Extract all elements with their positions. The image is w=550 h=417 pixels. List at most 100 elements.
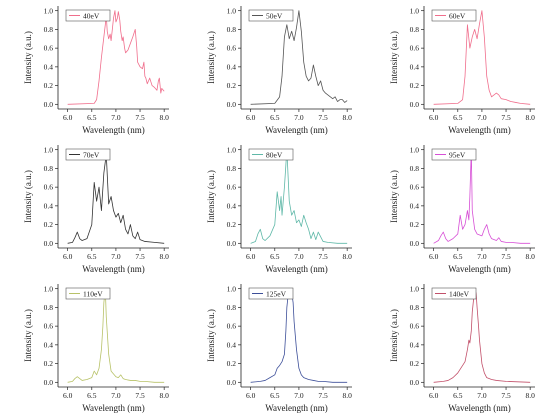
- legend-label: 60eV: [449, 12, 466, 21]
- y-tick-label: 1.0: [227, 145, 237, 154]
- legend-box: [248, 148, 294, 161]
- x-tick-label: 6.5: [453, 113, 463, 122]
- y-tick-label: 0.8: [410, 25, 420, 34]
- legend-label: 125eV: [266, 290, 287, 299]
- y-tick-label: 0.2: [44, 359, 54, 368]
- y-tick-label: 0.4: [227, 340, 237, 349]
- y-tick-label: 0.2: [410, 359, 420, 368]
- y-tick-label: 1.0: [44, 145, 54, 154]
- y-tick-label: 1.0: [227, 6, 237, 15]
- x-axis-title: Wavelength (nm): [82, 264, 145, 274]
- x-tick-label: 6.0: [63, 252, 73, 261]
- y-tick-label: 0.0: [44, 239, 54, 248]
- y-tick-label: 0.4: [410, 340, 420, 349]
- y-tick-label: 0.2: [44, 81, 54, 90]
- x-tick-label: 7.5: [135, 252, 145, 261]
- y-tick-label: 0.6: [44, 322, 54, 331]
- x-tick-label: 7.5: [318, 113, 328, 122]
- y-tick-label: 1.0: [44, 284, 54, 293]
- y-axis-title: Intensity (a.u.): [23, 31, 33, 84]
- legend-label: 50eV: [266, 12, 283, 21]
- y-tick-label: 0.0: [410, 239, 420, 248]
- series-line: [433, 10, 531, 105]
- x-tick-label: 6.5: [87, 113, 97, 122]
- y-tick-label: 0.8: [227, 303, 237, 312]
- x-tick-label: 7.0: [111, 113, 121, 122]
- x-tick-label: 7.5: [501, 391, 511, 400]
- y-tick-label: 0.4: [227, 62, 237, 71]
- y-tick-label: 1.0: [227, 284, 237, 293]
- x-tick-label: 8.0: [525, 391, 535, 400]
- x-tick-label: 6.5: [270, 391, 280, 400]
- series-line: [433, 149, 531, 244]
- y-tick-label: 0.4: [44, 340, 54, 349]
- x-tick-label: 6.5: [87, 252, 97, 261]
- panel-140eV: 6.0 6.5 7.0 7.5 8.0 0.0 0.2 0.4 0.6 0.8 1.0 Wavelen…: [389, 284, 535, 413]
- panel-60eV: 6.0 6.5 7.0 7.5 8.0 0.0 0.2 0.4 0.6 0.8 1.0 Wavelen…: [389, 6, 535, 135]
- panel-110eV: 6.0 6.5 7.0 7.5 8.0 0.0 0.2 0.4 0.6 0.8 1.0 Wavelen…: [23, 284, 169, 413]
- x-tick-label: 6.0: [246, 252, 256, 261]
- y-tick-label: 0.8: [44, 303, 54, 312]
- panel-40eV: 6.0 6.5 7.0 7.5 8.0 0.0 0.2 0.4 0.6 0.8 1.0 Wavelen…: [23, 6, 169, 135]
- legend-label: 80eV: [266, 151, 283, 160]
- x-tick-label: 7.0: [111, 252, 121, 261]
- y-tick-label: 1.0: [44, 6, 54, 15]
- x-tick-label: 6.5: [270, 252, 280, 261]
- x-tick-label: 7.5: [135, 113, 145, 122]
- y-axis-title: Intensity (a.u.): [389, 170, 399, 223]
- x-tick-label: 7.0: [294, 252, 304, 261]
- y-tick-label: 0.0: [44, 100, 54, 109]
- series-line: [67, 10, 165, 105]
- x-tick-label: 8.0: [342, 252, 352, 261]
- legend-label: 95eV: [449, 151, 466, 160]
- x-axis-title: Wavelength (nm): [82, 125, 145, 135]
- y-tick-label: 0.2: [410, 81, 420, 90]
- y-axis-title: Intensity (a.u.): [206, 309, 216, 362]
- legend-box: [65, 9, 111, 22]
- legend-label: 40eV: [83, 12, 100, 21]
- x-tick-label: 6.5: [270, 113, 280, 122]
- x-tick-label: 8.0: [525, 252, 535, 261]
- panel-125eV: 6.0 6.5 7.0 7.5 8.0 0.0 0.2 0.4 0.6 0.8 1.0 Wavelen…: [206, 284, 352, 413]
- legend-label: 110eV: [83, 290, 103, 299]
- x-tick-label: 7.5: [318, 391, 328, 400]
- legend-label: 70eV: [83, 151, 100, 160]
- y-tick-label: 0.0: [227, 239, 237, 248]
- x-tick-label: 6.0: [63, 113, 73, 122]
- y-axis-title: Intensity (a.u.): [23, 170, 33, 223]
- x-tick-label: 6.5: [453, 391, 463, 400]
- legend-box: [431, 287, 477, 300]
- x-tick-label: 6.0: [63, 391, 73, 400]
- y-tick-label: 1.0: [410, 6, 420, 15]
- y-tick-label: 0.2: [227, 359, 237, 368]
- x-tick-label: 6.5: [87, 391, 97, 400]
- legend-box: [248, 287, 294, 300]
- y-tick-label: 0.8: [44, 25, 54, 34]
- series-line: [250, 149, 348, 244]
- y-tick-label: 0.2: [410, 220, 420, 229]
- x-axis-title: Wavelength (nm): [448, 125, 511, 135]
- x-tick-label: 6.0: [429, 113, 439, 122]
- x-tick-label: 7.0: [477, 391, 487, 400]
- legend-box: [431, 9, 477, 22]
- y-axis-title: Intensity (a.u.): [389, 309, 399, 362]
- x-axis-title: Wavelength (nm): [265, 403, 328, 413]
- y-tick-label: 0.0: [227, 378, 237, 387]
- panel-70eV: 6.0 6.5 7.0 7.5 8.0 0.0 0.2 0.4 0.6 0.8 1.0 Wavelen…: [23, 145, 169, 274]
- y-axis-title: Intensity (a.u.): [206, 170, 216, 223]
- y-axis-title: Intensity (a.u.): [389, 31, 399, 84]
- x-tick-label: 7.5: [501, 252, 511, 261]
- x-tick-label: 6.0: [246, 391, 256, 400]
- x-axis-title: Wavelength (nm): [82, 403, 145, 413]
- y-tick-label: 0.0: [227, 100, 237, 109]
- y-tick-label: 0.0: [410, 100, 420, 109]
- x-tick-label: 6.0: [429, 391, 439, 400]
- y-tick-label: 0.2: [44, 220, 54, 229]
- y-tick-label: 0.2: [227, 220, 237, 229]
- y-tick-label: 0.4: [227, 201, 237, 210]
- y-tick-label: 0.8: [44, 164, 54, 173]
- legend-box: [248, 9, 294, 22]
- series-line: [250, 288, 348, 383]
- x-axis-title: Wavelength (nm): [448, 264, 511, 274]
